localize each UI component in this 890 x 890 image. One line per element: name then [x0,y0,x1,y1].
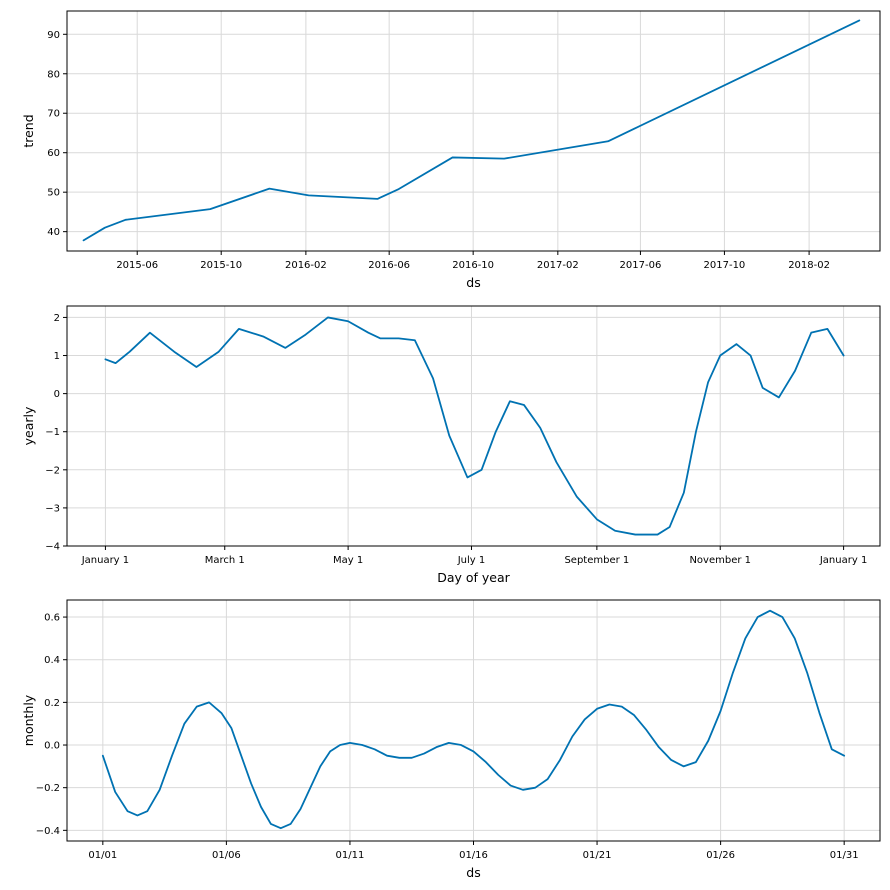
y-tick-label: −4 [45,542,60,553]
y-tick-label: 0.0 [44,741,60,752]
y-tick-label: 1 [54,351,60,362]
x-tick-label: January 1 [81,555,129,566]
x-tick-label: 2017-02 [537,260,579,271]
y-tick-label: 0.2 [44,698,60,709]
y-tick-label: −1 [45,427,60,438]
y-tick-label: 0.6 [44,613,60,624]
series-line-monthly [101,609,846,830]
y-tick-label: 40 [47,227,60,238]
x-tick-label: 01/21 [583,850,612,861]
x-tick-label: 2015-10 [200,260,242,271]
y-tick-label: −2 [45,465,60,476]
y-tick-label: 0 [54,389,60,400]
y-tick-label: −0.4 [36,826,60,837]
x-tick-label: 01/01 [88,850,117,861]
series-line-trend [82,19,861,242]
y-tick-label: 90 [47,30,60,41]
x-tick-label: 01/11 [336,850,365,861]
y-axis-label: yearly [21,406,36,445]
x-tick-label: 01/16 [459,850,488,861]
y-tick-label: 2 [54,313,60,324]
series-line-yearly [104,316,845,536]
x-tick-label: July 1 [457,555,486,566]
x-tick-label: 2018-02 [788,260,830,271]
x-tick-label: 2016-02 [285,260,327,271]
x-tick-label: March 1 [205,555,245,566]
x-tick-label: 01/06 [212,850,241,861]
x-axis-label: ds [466,865,480,880]
x-tick-label: September 1 [564,555,629,566]
x-tick-label: 2017-06 [620,260,662,271]
x-tick-label: May 1 [333,555,363,566]
y-tick-label: 50 [47,188,60,199]
chart-panel-monthly: 01/01 01/06 01/11 01/16 01/21 01/26 01/31 −0.4 −… [21,599,881,880]
y-tick-label: 60 [47,148,60,159]
x-tick-label: 2017-10 [704,260,746,271]
x-tick-label: 01/31 [830,850,859,861]
y-axis-label: trend [21,114,36,147]
x-tick-label: November 1 [689,555,751,566]
axis-frame [66,305,881,547]
y-tick-label: 70 [47,109,60,120]
x-axis-label: Day of year [437,570,510,585]
x-tick-label: 2016-06 [368,260,410,271]
x-tick-label: 2016-10 [452,260,494,271]
x-tick-label: January 1 [819,555,867,566]
x-tick-label: 2015-06 [116,260,158,271]
x-tick-label: 01/26 [706,850,735,861]
chart-panel-yearly: January 1 March 1 May 1 July 1 September 1 No… [21,305,881,585]
y-tick-label: −3 [45,503,60,514]
y-tick-label: −0.2 [36,783,60,794]
y-tick-label: 80 [47,69,60,80]
y-tick-label: 0.4 [44,655,60,666]
chart-panel-trend: 2015-06 2015-10 2016-02 2016-06 2016-10 2017-… [21,10,881,290]
y-axis-label: monthly [21,694,36,746]
x-axis-label: ds [466,275,480,290]
